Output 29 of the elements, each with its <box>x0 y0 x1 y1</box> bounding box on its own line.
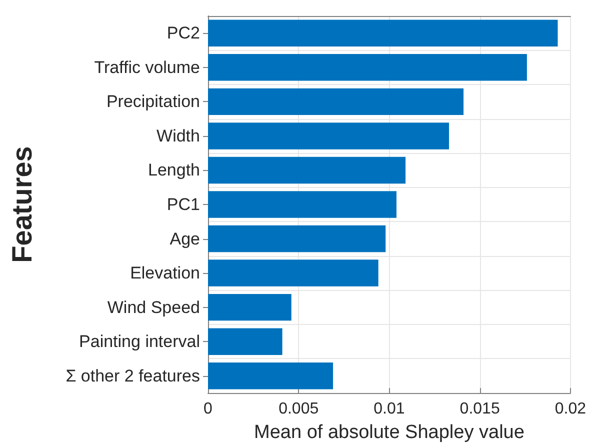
x-tick-label: 0.01 <box>374 400 405 418</box>
bar <box>208 156 406 184</box>
x-axis-title: Mean of absolute Shapley value <box>254 422 524 443</box>
x-tick-label: 0.005 <box>278 400 319 418</box>
bar <box>208 294 292 321</box>
y-tick-label: Painting interval <box>79 332 200 352</box>
y-tick-label: Length <box>148 160 200 180</box>
bar <box>208 122 450 150</box>
bar <box>208 328 282 355</box>
y-axis-title: Features <box>6 146 38 263</box>
y-tick-label: Precipitation <box>106 92 200 112</box>
x-tick-label: 0.015 <box>460 400 500 418</box>
y-tick-label: Age <box>170 229 200 248</box>
x-tick-label: 0 <box>204 400 213 418</box>
bar <box>208 54 527 81</box>
y-tick-label: Traffic volume <box>94 58 200 77</box>
y-tick-label: Width <box>156 126 200 146</box>
bar <box>208 362 334 390</box>
y-tick-label: PC2 <box>166 24 200 43</box>
x-tick-label: 0.02 <box>554 400 586 418</box>
y-tick-label: Wind Speed <box>107 298 200 317</box>
y-tick-label: Σ other 2 features <box>66 366 200 386</box>
bar <box>208 20 558 47</box>
bar <box>208 191 396 218</box>
bar <box>208 225 386 252</box>
y-tick-label: PC1 <box>166 195 200 214</box>
bar <box>208 88 464 116</box>
y-tick-label: Elevation <box>130 264 200 283</box>
bar <box>208 260 378 286</box>
